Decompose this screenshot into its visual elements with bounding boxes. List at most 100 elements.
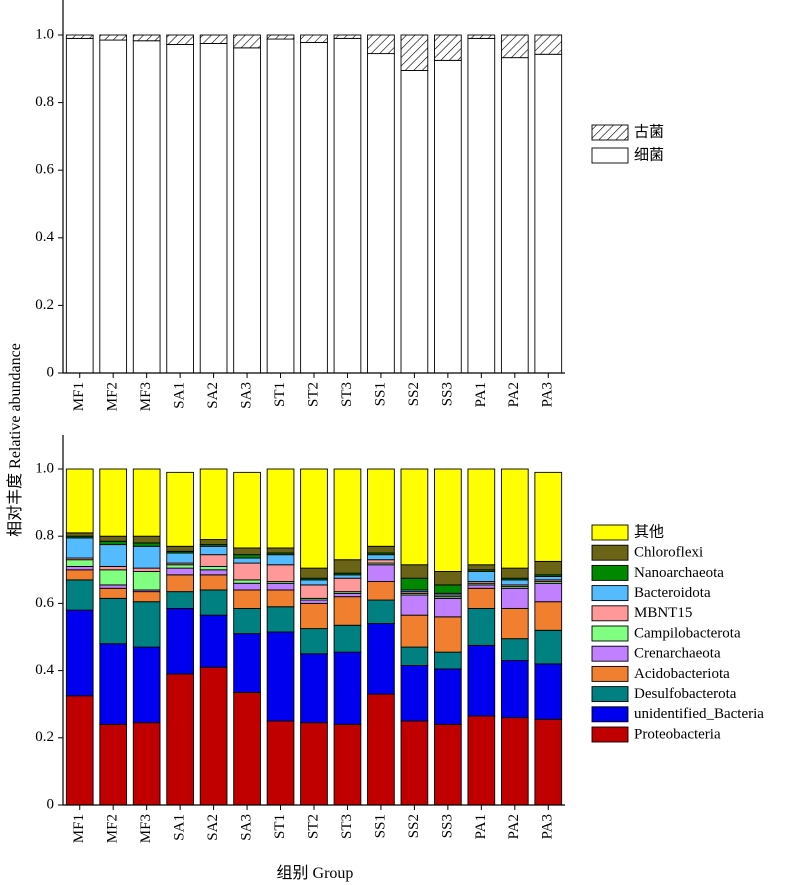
bar-segment (333, 34, 362, 39)
bar-segment (400, 646, 429, 667)
legend-label: Campilobacterota (634, 625, 741, 641)
x-axis-label: 组别 Group (277, 864, 354, 882)
bar-segment (367, 34, 395, 55)
x-tick-label: MF3 (138, 382, 154, 411)
y-tick-label: 0.4 (35, 662, 54, 678)
bar-segment (367, 623, 395, 695)
bar-segment (132, 722, 161, 806)
legend-swatch (591, 645, 629, 662)
legend-label: Crenarchaeota (634, 646, 721, 662)
x-tick-label: SA2 (205, 814, 221, 841)
x-tick-label: PA1 (473, 382, 489, 407)
bar-segment (467, 34, 496, 39)
x-tick-label: ST3 (339, 382, 355, 407)
bar-segment (300, 584, 328, 599)
bar-segment (166, 471, 194, 547)
bar-segment (400, 594, 429, 616)
bar-segment (333, 37, 362, 374)
y-tick-label: 1.0 (35, 26, 54, 42)
x-tick-label: PA2 (506, 382, 522, 407)
bar-segment (166, 567, 194, 576)
bar-segment (132, 646, 161, 724)
bar-segment (233, 691, 261, 806)
x-tick-label: PA3 (540, 814, 556, 839)
y-tick-label: 0.8 (35, 528, 54, 544)
bar-segment (132, 468, 161, 537)
bar-segment (233, 47, 261, 374)
bar-segment (65, 695, 94, 806)
bar-segment (166, 545, 194, 552)
bar-segment (367, 693, 395, 806)
legend-label: MBNT15 (634, 605, 692, 621)
bar-segment (333, 468, 362, 561)
bar-segment (400, 70, 429, 374)
legend-label: Acidobacteriota (634, 666, 730, 682)
bar-segment (266, 564, 295, 583)
x-tick-label: PA3 (540, 382, 556, 407)
bar-segment (199, 554, 228, 567)
bar-segment (166, 34, 194, 45)
bar-segment (266, 34, 295, 40)
bar-segment (400, 720, 429, 806)
bar-segment (467, 564, 496, 571)
bar-segment (467, 571, 496, 583)
bar-segment (367, 599, 395, 625)
legend-label: 其他 (634, 523, 664, 540)
bar-segment (434, 616, 462, 653)
bar-segment (65, 569, 94, 581)
bar-segment (367, 53, 395, 374)
bar-segment (199, 43, 228, 374)
legend-label: Bacteroidota (634, 585, 711, 601)
bar-segment (266, 468, 295, 549)
bar-segment (367, 559, 395, 564)
bar-segment (534, 471, 563, 562)
bar-segment (333, 723, 362, 806)
bar-segment (65, 468, 94, 534)
bar-segment (99, 565, 128, 571)
bar-segment (233, 557, 261, 564)
bar-segment (367, 564, 395, 583)
bar-segment (166, 673, 194, 806)
bar-segment (333, 577, 362, 593)
bar-segment (199, 34, 228, 44)
x-tick-label: MF2 (105, 814, 121, 843)
x-tick-label: ST1 (272, 382, 288, 407)
bar-segment (132, 34, 161, 42)
bar-segment (500, 567, 529, 579)
x-tick-label: PA1 (473, 814, 489, 839)
x-tick-label: MF3 (138, 814, 154, 843)
bar-segment (266, 547, 295, 554)
legend-swatch (591, 124, 629, 141)
bar-segment (534, 53, 563, 374)
bar-segment (434, 571, 462, 586)
bar-segment (400, 665, 429, 722)
legend-label: Desulfobacterota (634, 686, 737, 702)
x-tick-label: SA3 (239, 382, 255, 409)
bar-segment (199, 565, 228, 571)
bar-segment (266, 631, 295, 722)
bar-segment (166, 44, 194, 374)
x-tick-label: SS3 (439, 814, 455, 838)
legend-label: 细菌 (634, 146, 664, 163)
x-tick-label: SS2 (406, 814, 422, 838)
legend-swatch (591, 585, 629, 602)
x-tick-label: MF1 (71, 382, 87, 411)
bar-segment (300, 602, 328, 630)
bar-segment (132, 591, 161, 603)
bar-segment (99, 34, 128, 41)
bar-segment (300, 722, 328, 806)
bar-segment (333, 559, 362, 574)
bar-segment (333, 596, 362, 626)
bar-segment (300, 468, 328, 569)
bar-segment (434, 584, 462, 594)
legend-swatch (591, 564, 629, 581)
bar-segment (99, 643, 128, 725)
bar-segment (199, 468, 228, 541)
bar-segment (266, 606, 295, 633)
bar-segment (233, 547, 261, 556)
bar-segment (166, 591, 194, 609)
bar-segment (233, 562, 261, 581)
bar-segment (400, 564, 429, 579)
bar-segment (367, 581, 395, 601)
chart-phylum-composition: MF1 MF2 MF3 SA1 SA2 SA3 ST1 ST2 ST3 SS1 SS2 SS3 PA1 P… (35, 435, 764, 843)
